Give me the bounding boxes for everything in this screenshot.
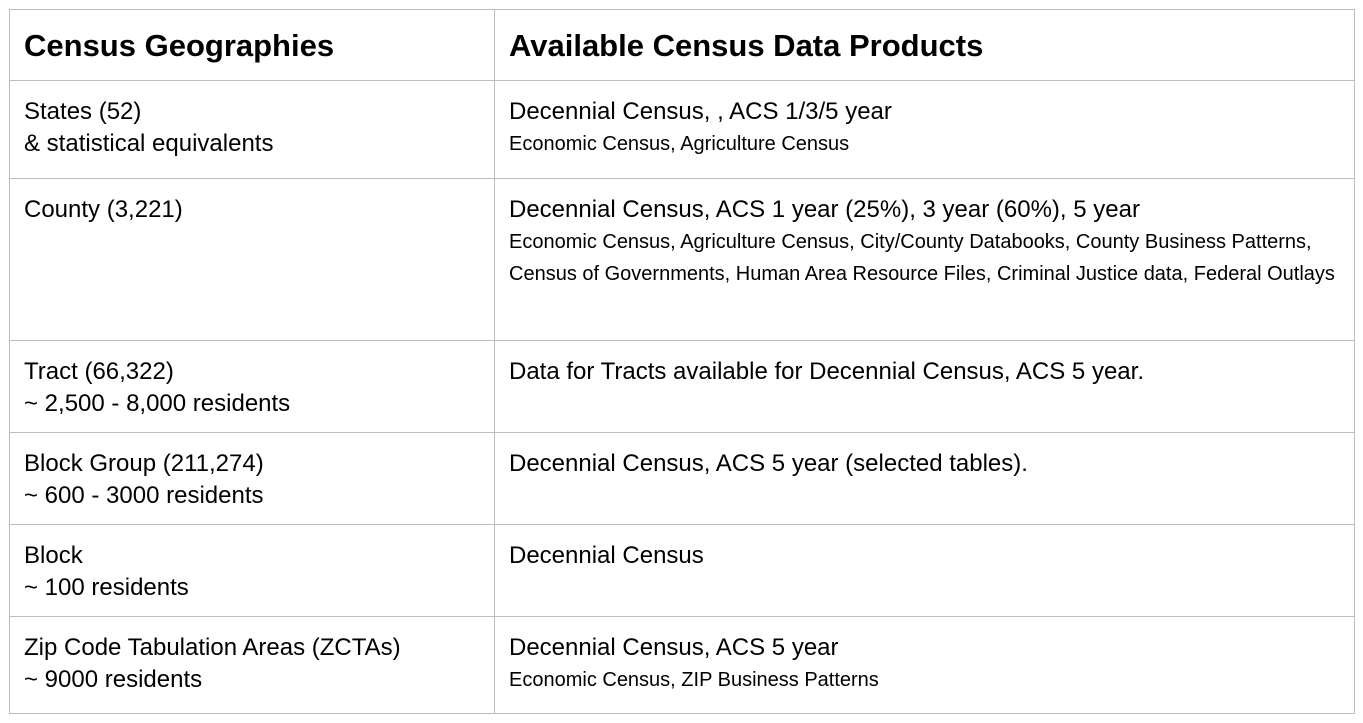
- products-cell: Data for Tracts available for Decennial …: [494, 340, 1355, 433]
- products-cell: Decennial Census, ACS 1 year (25%), 3 ye…: [494, 178, 1355, 341]
- geography-detail: ~ 100 residents: [24, 574, 189, 601]
- products-cell: Decennial Census: [494, 524, 1355, 617]
- products-main: Decennial Census: [509, 542, 704, 569]
- geography-cell: Zip Code Tabulation Areas (ZCTAs) ~ 9000…: [9, 616, 495, 714]
- geography-cell: Block ~ 100 residents: [9, 524, 495, 617]
- products-cell: Decennial Census, ACS 5 year (selected t…: [494, 432, 1355, 525]
- products-secondary: Economic Census, Agriculture Census, Cit…: [509, 231, 1335, 285]
- header-available-products: Available Census Data Products: [494, 9, 1355, 81]
- products-main: Decennial Census, , ACS 1/3/5 year: [509, 98, 892, 125]
- geography-detail: ~ 600 - 3000 residents: [24, 482, 264, 509]
- table-row: Zip Code Tabulation Areas (ZCTAs) ~ 9000…: [9, 616, 1355, 714]
- geography-name: States (52): [24, 98, 142, 125]
- geography-name: Zip Code Tabulation Areas (ZCTAs): [24, 634, 401, 661]
- table-row: Tract (66,322) ~ 2,500 - 8,000 residents…: [9, 340, 1355, 433]
- table-row: Block Group (211,274) ~ 600 - 3000 resid…: [9, 432, 1355, 525]
- products-main: Decennial Census, ACS 1 year (25%), 3 ye…: [509, 196, 1140, 223]
- geography-cell: County (3,221): [9, 178, 495, 341]
- products-main: Data for Tracts available for Decennial …: [509, 358, 1144, 385]
- geography-detail: ~ 2,500 - 8,000 residents: [24, 390, 291, 417]
- geography-name: Block Group (211,274): [24, 450, 264, 477]
- geography-name: Tract (66,322): [24, 358, 174, 385]
- table-header-row: Census Geographies Available Census Data…: [9, 9, 1355, 81]
- products-main: Decennial Census, ACS 5 year: [509, 634, 839, 661]
- table-row: County (3,221) Decennial Census, ACS 1 y…: [9, 178, 1355, 341]
- geography-cell: Block Group (211,274) ~ 600 - 3000 resid…: [9, 432, 495, 525]
- geography-name: Block: [24, 542, 83, 569]
- geography-detail: & statistical equivalents: [24, 130, 274, 157]
- geography-detail: ~ 9000 residents: [24, 666, 203, 693]
- header-census-geographies: Census Geographies: [9, 9, 495, 81]
- products-secondary: Economic Census, ZIP Business Patterns: [509, 669, 879, 691]
- geography-cell: Tract (66,322) ~ 2,500 - 8,000 residents: [9, 340, 495, 433]
- geography-name: County (3,221): [24, 196, 183, 223]
- products-cell: Decennial Census, ACS 5 year Economic Ce…: [494, 616, 1355, 714]
- table-row: Block ~ 100 residents Decennial Census: [9, 524, 1355, 617]
- products-secondary: Economic Census, Agriculture Census: [509, 133, 850, 155]
- table-row: States (52) & statistical equivalents De…: [9, 80, 1355, 179]
- products-cell: Decennial Census, , ACS 1/3/5 year Econo…: [494, 80, 1355, 179]
- census-geographies-table: Census Geographies Available Census Data…: [9, 9, 1355, 714]
- products-main: Decennial Census, ACS 5 year (selected t…: [509, 450, 1028, 477]
- geography-cell: States (52) & statistical equivalents: [9, 80, 495, 179]
